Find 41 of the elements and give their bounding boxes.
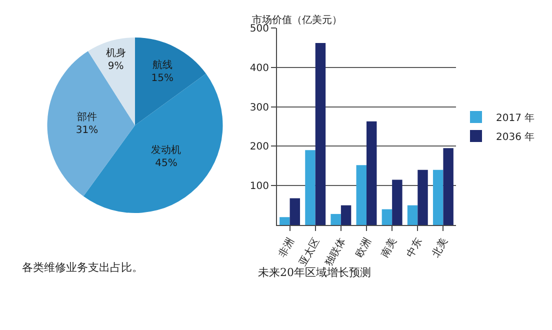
y-tick-label: 200 — [250, 142, 269, 153]
bar — [418, 170, 428, 225]
x-tick-label: 亚太区 — [296, 236, 322, 268]
x-tick-label: 北美 — [430, 236, 450, 260]
bar — [290, 198, 300, 225]
text: 各类维修业务支出占比。 — [22, 261, 143, 274]
legend-label: 2036 年 — [496, 130, 535, 143]
bar — [305, 150, 316, 225]
text: 未来20年区域增长预测 — [258, 266, 371, 279]
data-label: 9% — [108, 60, 124, 72]
slice-label: 发动机 — [151, 144, 182, 156]
data-label: 15% — [151, 72, 174, 84]
bar — [330, 214, 341, 225]
x-tick-label: 非洲 — [276, 236, 297, 260]
x-tick-label: 欧洲 — [353, 236, 374, 260]
x-tick-label: 中东 — [404, 236, 425, 260]
bar — [340, 205, 352, 225]
bar — [382, 209, 392, 225]
bar — [280, 217, 290, 225]
y-tick-label: 400 — [250, 62, 269, 74]
legend-label: 2017 年 — [496, 112, 535, 124]
pie-slice — [135, 38, 206, 126]
pie-slice — [88, 38, 135, 126]
y-tick-label: 100 — [250, 181, 269, 192]
y-tick-label: 500 — [250, 24, 269, 34]
bar — [432, 170, 444, 225]
bar — [407, 205, 418, 225]
data-label: 31% — [76, 125, 98, 136]
slice-label: 航线 — [152, 58, 172, 71]
bar — [392, 180, 402, 225]
x-tick-label: 独联体 — [322, 236, 348, 268]
bar — [443, 148, 454, 225]
bar — [366, 121, 377, 225]
y-tick-label: 300 — [250, 102, 269, 114]
bar — [315, 42, 326, 225]
slice-label: 部件 — [76, 111, 97, 124]
data-label: 45% — [155, 158, 178, 169]
y-axis-title: 市场价值（亿美元） — [252, 14, 342, 26]
x-tick-label: 南美 — [378, 236, 399, 260]
slice-label: 机身 — [106, 46, 126, 59]
bar — [356, 165, 366, 225]
